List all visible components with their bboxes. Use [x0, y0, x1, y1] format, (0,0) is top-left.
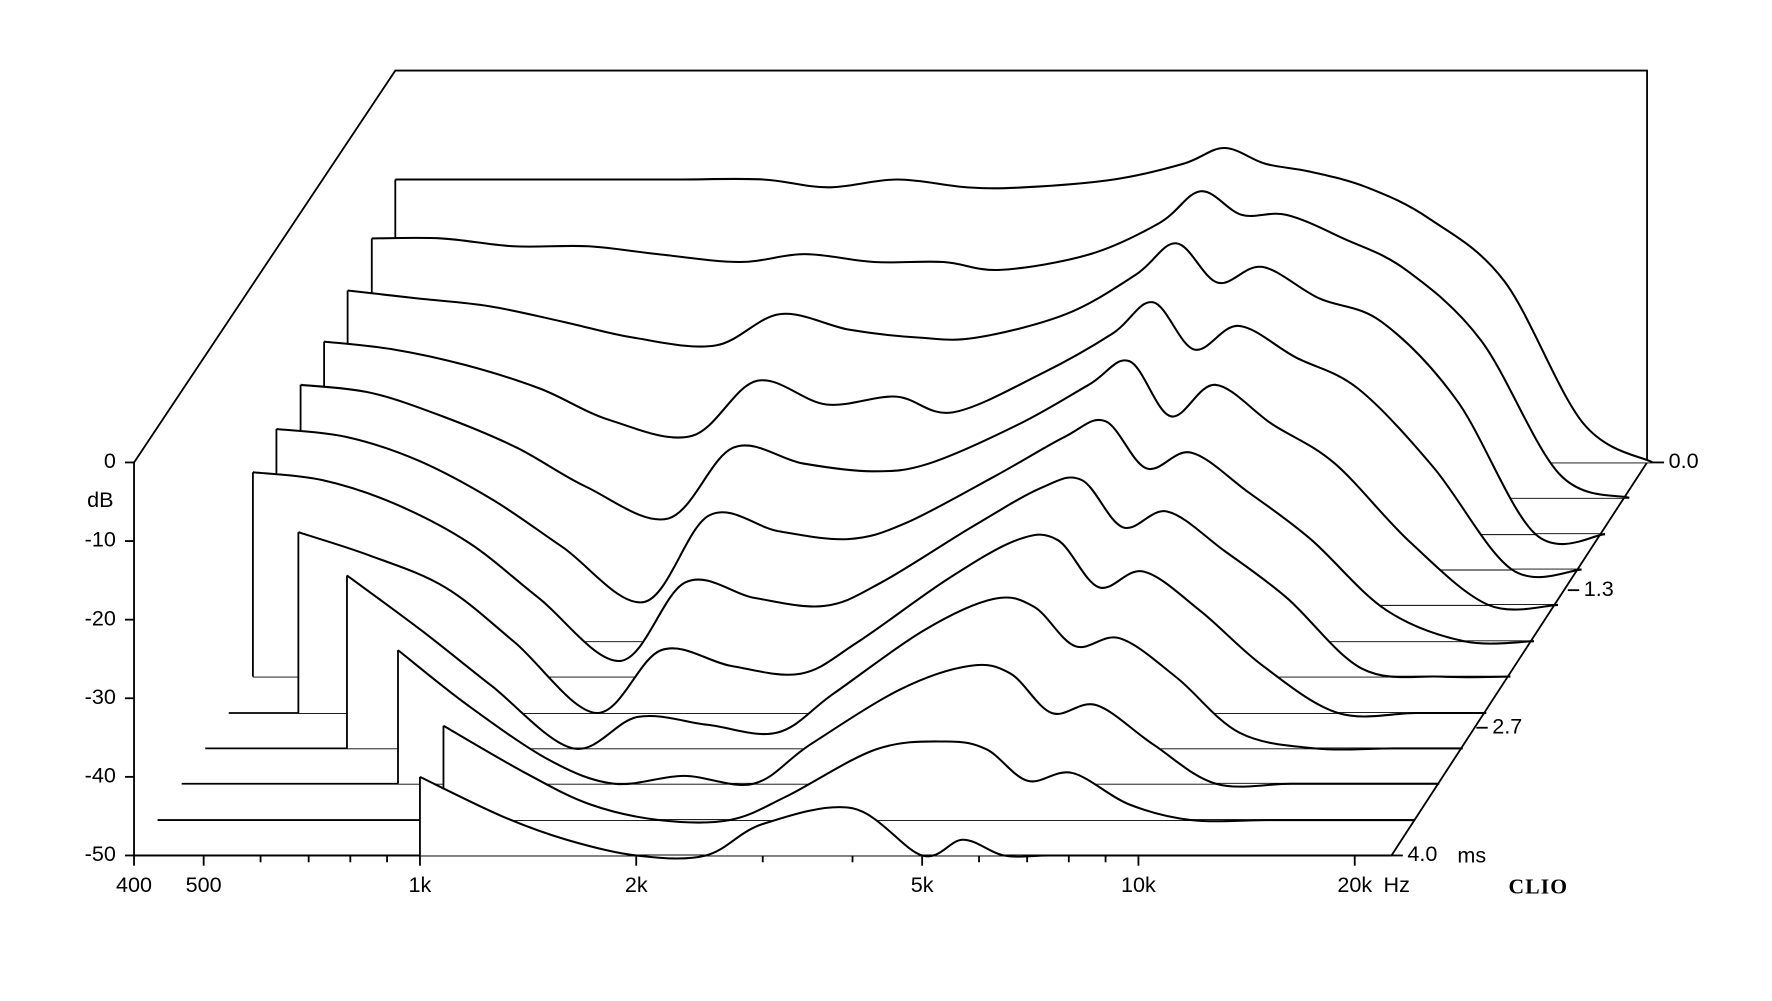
slice-fill: [419, 776, 1392, 859]
y-tick-label: -50: [85, 841, 116, 866]
x-tick-label: 5k: [911, 872, 934, 897]
slice-line: [300, 359, 1559, 611]
z-tick-label: 2.7: [1492, 713, 1522, 738]
slice-line: [347, 242, 1606, 546]
slice-line: [298, 531, 1487, 718]
z-tick-label: 4.0: [1407, 841, 1437, 866]
x-tick-label: 1k: [409, 872, 432, 897]
y-tick-label: 0: [104, 448, 116, 473]
slice-line: [395, 147, 1654, 464]
y-tick-label: -40: [85, 763, 116, 788]
slice-line: [419, 775, 1392, 860]
slice-fill: [398, 650, 1440, 787]
y-tick-label: -10: [85, 527, 116, 552]
x-tick-label: 500: [186, 872, 222, 897]
z-tick-label: 0.0: [1669, 448, 1699, 473]
x-tick-label: 10k: [1121, 872, 1156, 897]
x-tick-label: 20k: [1337, 872, 1372, 897]
slice-line: [397, 649, 1440, 788]
y-tick-label: -30: [85, 684, 116, 709]
y-axis-label: dB: [87, 487, 113, 512]
slice-line: [346, 574, 1463, 751]
z-unit: ms: [1457, 842, 1486, 867]
slice-fill: [298, 532, 1487, 717]
slice-line: [371, 190, 1630, 499]
brand: CLIO: [1508, 874, 1568, 898]
x-tick-label: 2k: [625, 872, 648, 897]
slice-line: [252, 471, 1511, 679]
slice-fill: [443, 725, 1415, 823]
back-frame: [133, 69, 1648, 463]
slice-line: [442, 724, 1415, 824]
slice-fill: [346, 575, 1463, 750]
x-unit: Hz: [1384, 872, 1410, 897]
z-tick-label: 1.3: [1584, 576, 1614, 601]
plot-area: [134, 147, 1654, 860]
slice-line: [276, 418, 1534, 645]
slice-line: [323, 301, 1582, 579]
z-axis: [1390, 461, 1648, 856]
x-tick-label: 400: [116, 872, 152, 897]
y-tick-label: -20: [85, 605, 116, 630]
